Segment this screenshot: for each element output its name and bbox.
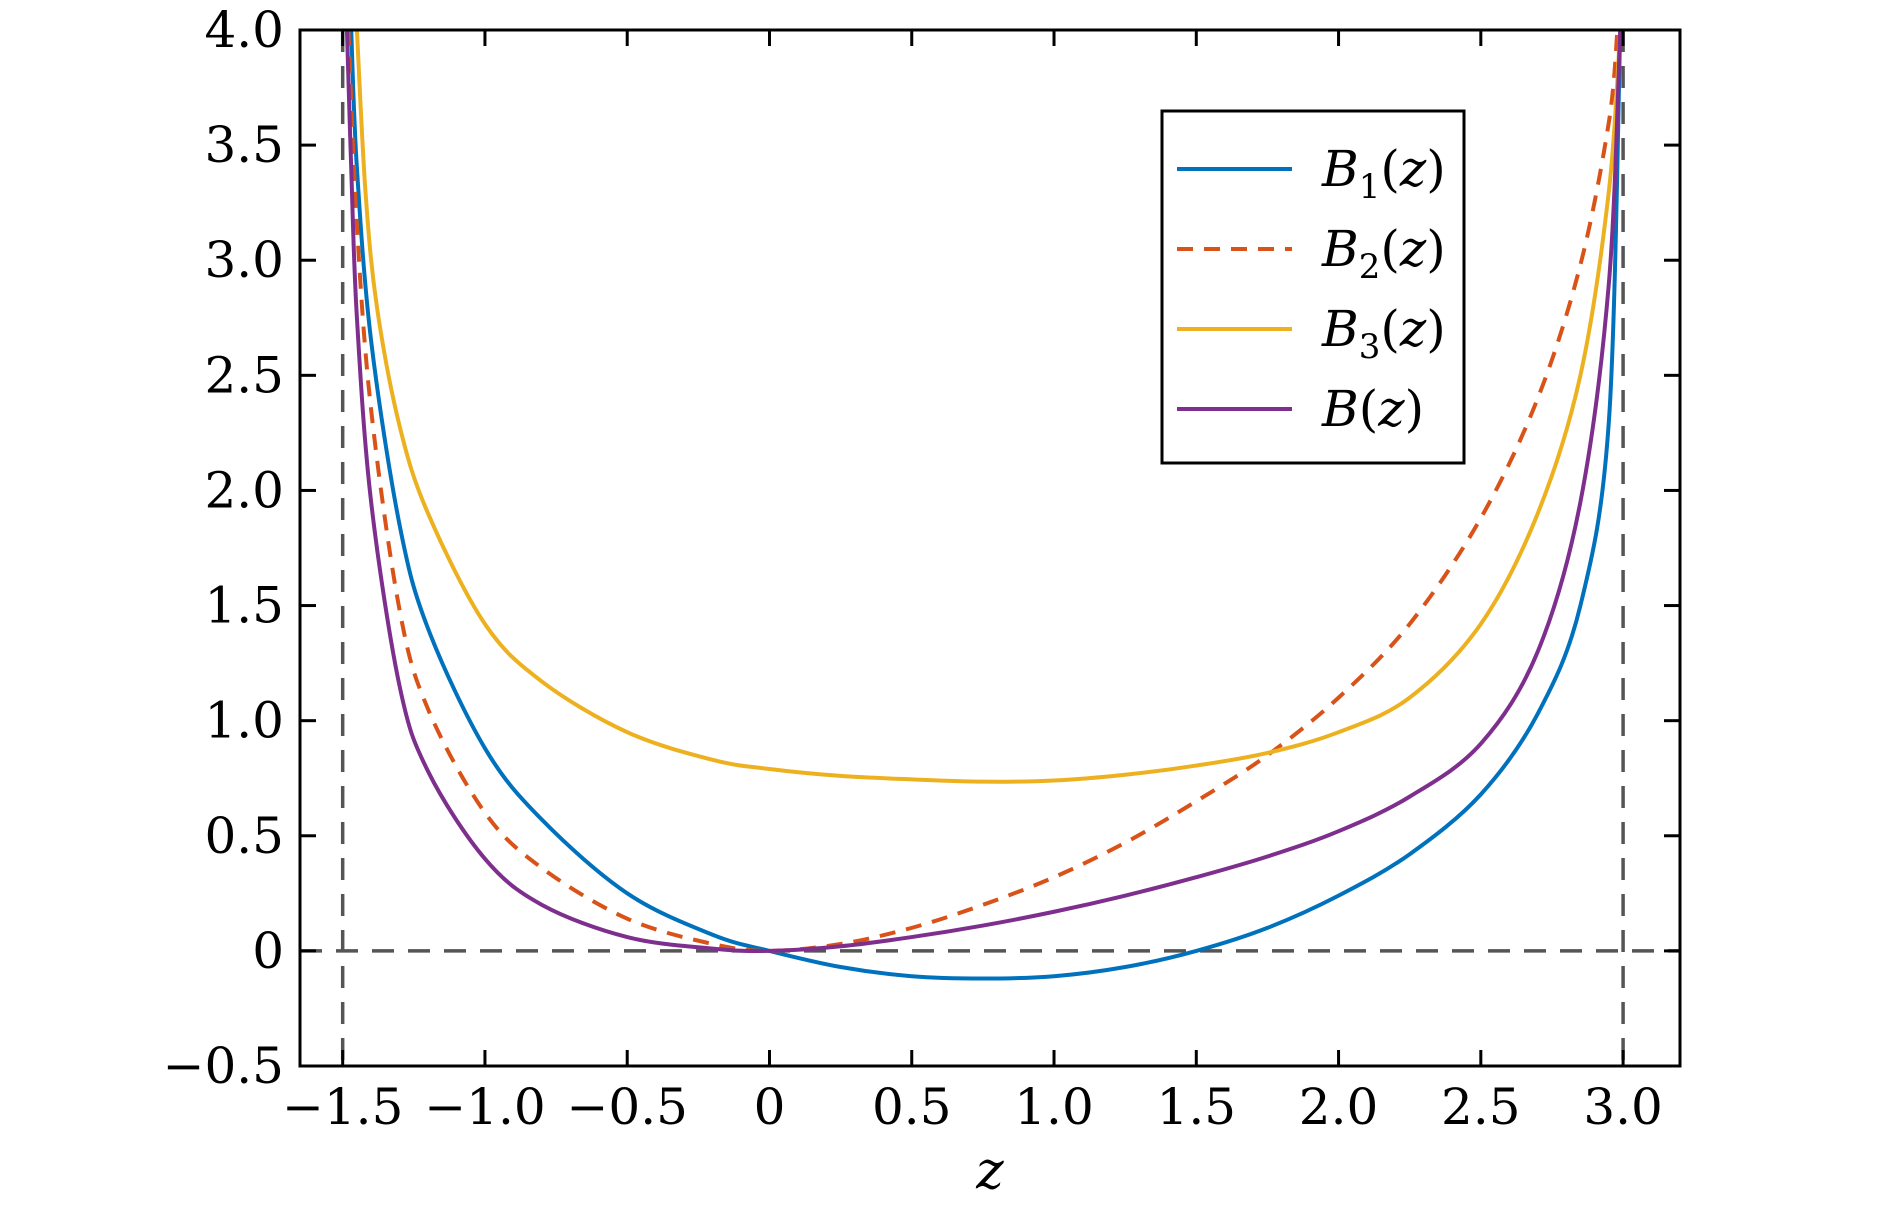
y-tick-label: 4.0 bbox=[204, 1, 284, 59]
series-line-3 bbox=[354, 30, 1623, 784]
y-tick-label: 2.0 bbox=[204, 461, 284, 519]
y-tick-label: 1.5 bbox=[204, 577, 284, 635]
series-line-4 bbox=[344, 30, 1623, 954]
series-line-2 bbox=[346, 30, 1620, 953]
y-tick-label: −0.5 bbox=[163, 1037, 284, 1095]
x-tick-label: 3.0 bbox=[1583, 1078, 1663, 1136]
legend-label-3: B3(z) bbox=[1321, 300, 1446, 367]
x-tick-label: −1.5 bbox=[282, 1078, 403, 1136]
y-tick-label: 3.0 bbox=[204, 231, 284, 289]
x-tick-label: 1.5 bbox=[1157, 1078, 1237, 1136]
x-tick-label: 0 bbox=[754, 1078, 786, 1136]
series-line-1 bbox=[349, 30, 1623, 981]
axis-tick-labels: −1.5 −1.0 −0.5 0 0.5 1.0 1.5 2.0 2.5 3.0 −0.5 0 0.5 1… bbox=[163, 1, 1663, 1136]
x-tick-label: 2.5 bbox=[1441, 1078, 1521, 1136]
x-tick-label: 0.5 bbox=[872, 1078, 952, 1136]
x-tick-label: −1.0 bbox=[424, 1078, 545, 1136]
x-axis-label: z bbox=[975, 1141, 1004, 1201]
legend-label-2: B2(z) bbox=[1321, 220, 1446, 287]
x-tick-label: 1.0 bbox=[1014, 1078, 1094, 1136]
reference-lines bbox=[300, 30, 1680, 1066]
x-tick-label: 2.0 bbox=[1299, 1078, 1379, 1136]
legend-label-1: B1(z) bbox=[1321, 140, 1446, 207]
y-tick-label: 0.5 bbox=[204, 807, 284, 865]
y-tick-label: 2.5 bbox=[204, 346, 284, 404]
legend-label-4: B(z) bbox=[1321, 380, 1424, 438]
series-layer bbox=[344, 30, 1623, 981]
y-tick-label: 0 bbox=[252, 922, 284, 980]
x-tick-label: −0.5 bbox=[567, 1078, 688, 1136]
y-tick-label: 3.5 bbox=[204, 116, 284, 174]
axis-ticks bbox=[300, 28, 1680, 1068]
legend: B1(z) B2(z) B3(z) B(z) bbox=[1160, 109, 1466, 465]
plot-frame bbox=[298, 28, 1682, 1068]
y-tick-label: 1.0 bbox=[204, 692, 284, 750]
